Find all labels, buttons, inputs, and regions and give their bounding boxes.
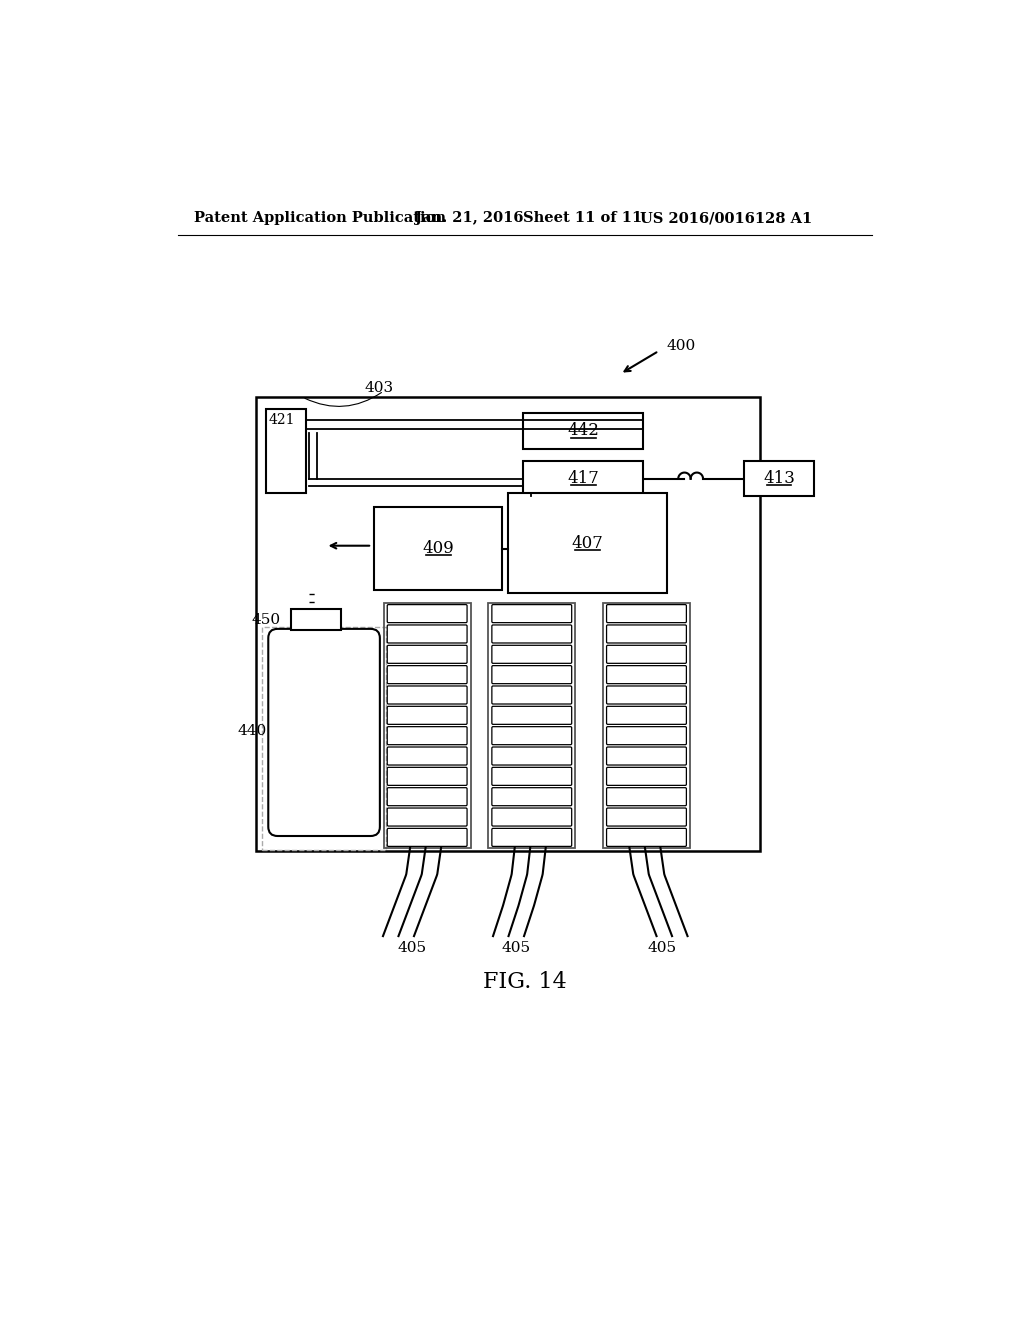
Text: 409: 409 — [423, 540, 455, 557]
FancyBboxPatch shape — [387, 747, 467, 766]
FancyBboxPatch shape — [387, 665, 467, 684]
Text: 417: 417 — [567, 470, 599, 487]
FancyBboxPatch shape — [492, 645, 571, 664]
Text: 442: 442 — [567, 422, 599, 440]
FancyBboxPatch shape — [606, 767, 686, 785]
FancyBboxPatch shape — [606, 829, 686, 846]
FancyBboxPatch shape — [492, 605, 571, 623]
Text: FIG. 14: FIG. 14 — [483, 972, 566, 994]
FancyBboxPatch shape — [606, 808, 686, 826]
Text: Sheet 11 of 11: Sheet 11 of 11 — [523, 211, 642, 226]
FancyBboxPatch shape — [492, 624, 571, 643]
FancyBboxPatch shape — [606, 706, 686, 725]
Text: 413: 413 — [763, 470, 795, 487]
FancyBboxPatch shape — [387, 624, 467, 643]
Text: 405: 405 — [397, 941, 426, 954]
Text: US 2016/0016128 A1: US 2016/0016128 A1 — [640, 211, 812, 226]
FancyBboxPatch shape — [606, 726, 686, 744]
FancyBboxPatch shape — [492, 788, 571, 805]
Bar — [508, 494, 667, 594]
FancyBboxPatch shape — [387, 767, 467, 785]
Bar — [603, 603, 690, 847]
FancyBboxPatch shape — [492, 808, 571, 826]
FancyBboxPatch shape — [387, 788, 467, 805]
FancyBboxPatch shape — [606, 645, 686, 664]
FancyBboxPatch shape — [492, 665, 571, 684]
Text: 450: 450 — [252, 612, 282, 627]
Text: Patent Application Publication: Patent Application Publication — [194, 211, 445, 226]
Bar — [256, 397, 760, 851]
Text: 405: 405 — [647, 941, 677, 954]
FancyBboxPatch shape — [387, 808, 467, 826]
FancyBboxPatch shape — [606, 665, 686, 684]
FancyBboxPatch shape — [387, 706, 467, 725]
FancyBboxPatch shape — [387, 645, 467, 664]
Bar — [266, 409, 306, 494]
Bar — [523, 412, 643, 449]
FancyBboxPatch shape — [606, 788, 686, 805]
Bar — [291, 609, 341, 631]
FancyBboxPatch shape — [268, 628, 380, 836]
FancyBboxPatch shape — [606, 686, 686, 704]
FancyBboxPatch shape — [492, 686, 571, 704]
FancyBboxPatch shape — [387, 829, 467, 846]
FancyBboxPatch shape — [492, 767, 571, 785]
Bar — [262, 627, 386, 850]
Bar — [384, 603, 471, 847]
Text: 440: 440 — [238, 723, 266, 738]
FancyBboxPatch shape — [387, 726, 467, 744]
Text: 405: 405 — [502, 941, 530, 954]
FancyBboxPatch shape — [492, 726, 571, 744]
Bar — [744, 461, 814, 496]
FancyBboxPatch shape — [387, 605, 467, 623]
FancyBboxPatch shape — [606, 624, 686, 643]
FancyBboxPatch shape — [606, 747, 686, 766]
FancyBboxPatch shape — [492, 829, 571, 846]
Bar — [488, 603, 575, 847]
FancyBboxPatch shape — [387, 686, 467, 704]
Text: 403: 403 — [365, 381, 393, 395]
Text: 400: 400 — [667, 338, 696, 352]
FancyBboxPatch shape — [492, 706, 571, 725]
FancyBboxPatch shape — [492, 747, 571, 766]
Bar — [375, 507, 503, 590]
Text: 407: 407 — [571, 535, 603, 552]
Bar — [523, 461, 643, 496]
Text: Jan. 21, 2016: Jan. 21, 2016 — [415, 211, 523, 226]
FancyBboxPatch shape — [606, 605, 686, 623]
Text: 421: 421 — [268, 413, 295, 428]
